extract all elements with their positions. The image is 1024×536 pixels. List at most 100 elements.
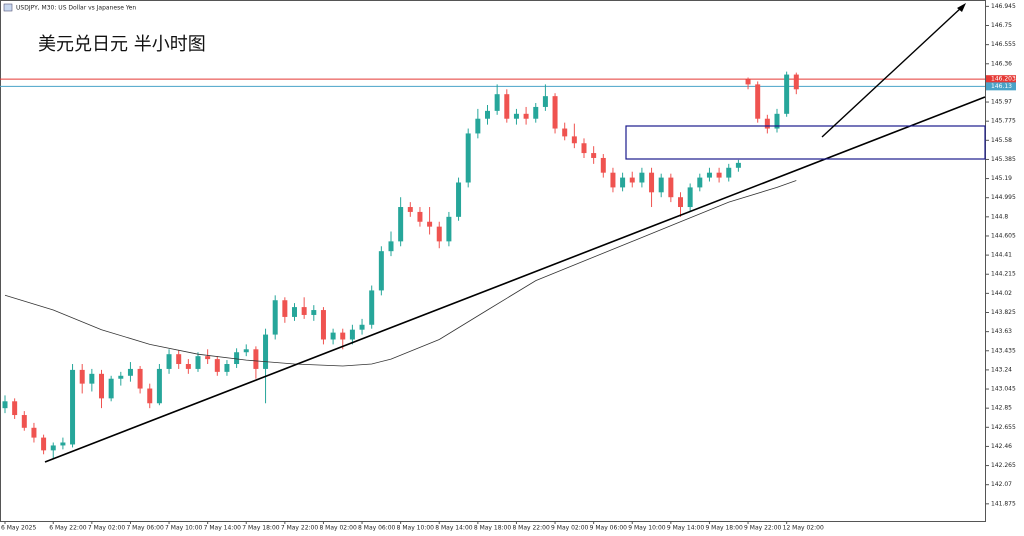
y-tick-label: 144.8 — [991, 213, 1008, 220]
candle-body — [629, 177, 635, 183]
candle-body — [166, 354, 172, 369]
zone-rectangle — [625, 125, 986, 160]
candle-body — [118, 375, 124, 379]
candle-body — [687, 187, 693, 208]
candle-body — [407, 207, 413, 212]
y-tick-label: 141.875 — [991, 500, 1016, 507]
candle-body — [542, 96, 548, 107]
candle-body — [320, 310, 326, 340]
candle-body — [523, 113, 529, 119]
symbol-icon — [3, 3, 13, 12]
candle-body — [292, 307, 297, 317]
x-tick-label: 9 May 10:00 — [628, 525, 666, 532]
price-label: 146.203 — [991, 76, 1016, 83]
y-tick-label: 144.605 — [991, 232, 1016, 239]
y-tick-label: 146.36 — [991, 60, 1012, 67]
candle-body — [591, 153, 597, 158]
candle-body — [571, 136, 577, 144]
candle-body — [726, 167, 732, 178]
x-tick-label: 7 May 10:00 — [165, 525, 203, 532]
candle-body — [349, 329, 355, 340]
candle-body — [127, 368, 133, 376]
candle-body — [378, 251, 384, 291]
candle-body — [446, 216, 452, 242]
x-tick-label: 9 May 14:00 — [667, 525, 705, 532]
candle-body — [31, 427, 37, 438]
x-tick-label: 12 May 02:00 — [783, 525, 824, 532]
candle-body — [513, 113, 519, 119]
y-tick-label: 144.41 — [991, 252, 1012, 259]
y-tick-label: 142.655 — [991, 424, 1016, 431]
candle-body — [176, 354, 182, 365]
candle-body — [185, 364, 191, 369]
candle-body — [311, 310, 317, 315]
candle-body — [359, 324, 365, 330]
symbol-label: USDJPY, M30: US Dollar vs Japanese Yen — [16, 5, 136, 12]
x-tick-label: 8 May 14:00 — [435, 525, 473, 532]
x-tick-label: 9 May 02:00 — [551, 525, 589, 532]
candle-body — [485, 110, 490, 119]
arrow-line — [821, 6, 963, 138]
x-tick-label: 8 May 22:00 — [512, 525, 550, 532]
candle-body — [21, 415, 27, 428]
candle-body — [427, 221, 433, 227]
candle-body — [678, 197, 683, 208]
candle-body — [243, 349, 249, 353]
x-tick-label: 8 May 10:00 — [397, 525, 435, 532]
y-tick-label: 145.58 — [991, 137, 1012, 144]
candle-body — [369, 290, 375, 325]
candle-body — [195, 356, 201, 369]
candle-body — [301, 307, 307, 315]
candle-body — [581, 143, 587, 154]
candle-body — [755, 84, 761, 119]
price-label-box — [986, 75, 1016, 84]
y-tick-label: 142.46 — [991, 443, 1012, 450]
candle-body — [263, 334, 269, 369]
candle-body — [610, 172, 616, 188]
candle-body — [214, 359, 220, 372]
x-tick-label: 7 May 22:00 — [281, 525, 319, 532]
candle-body — [456, 182, 462, 217]
candle-body — [156, 368, 162, 404]
candle-body — [234, 352, 240, 365]
candle-body — [735, 162, 741, 168]
candle-body — [70, 369, 76, 445]
candle-body — [60, 442, 66, 446]
candle-body — [475, 118, 481, 134]
y-tick-label: 144.995 — [991, 194, 1016, 201]
y-tick-label: 142.07 — [991, 481, 1012, 488]
candle-body — [340, 332, 346, 340]
y-tick-label: 145.19 — [991, 175, 1012, 182]
candle-body — [465, 133, 471, 183]
candle-body — [697, 177, 703, 188]
candle-body — [282, 300, 288, 317]
candle-body — [224, 364, 230, 372]
x-tick-label: 8 May 18:00 — [474, 525, 512, 532]
x-tick-label: 9 May 18:00 — [705, 525, 743, 532]
candle-body — [99, 373, 104, 399]
candle-body — [620, 177, 626, 188]
candle-body — [398, 207, 404, 242]
candle-body — [504, 94, 510, 119]
candle-body — [764, 118, 770, 129]
candle-body — [272, 300, 278, 335]
chart-title: 美元兑日元 半小时图 — [38, 34, 206, 55]
candle-body — [706, 172, 712, 178]
candle-body — [253, 349, 259, 369]
candle-body — [639, 172, 645, 183]
candle-body — [649, 172, 655, 193]
candle-body — [562, 128, 568, 137]
candle-body — [205, 356, 211, 360]
x-tick-label: 9 May 22:00 — [744, 525, 782, 532]
y-tick-label: 146.945 — [991, 3, 1016, 10]
y-tick-label: 143.63 — [991, 328, 1012, 335]
candle-body — [147, 388, 153, 404]
y-tick-label: 144.215 — [991, 271, 1016, 278]
candle-body — [388, 241, 394, 252]
candle-body — [417, 211, 423, 222]
trend-line — [44, 96, 986, 463]
